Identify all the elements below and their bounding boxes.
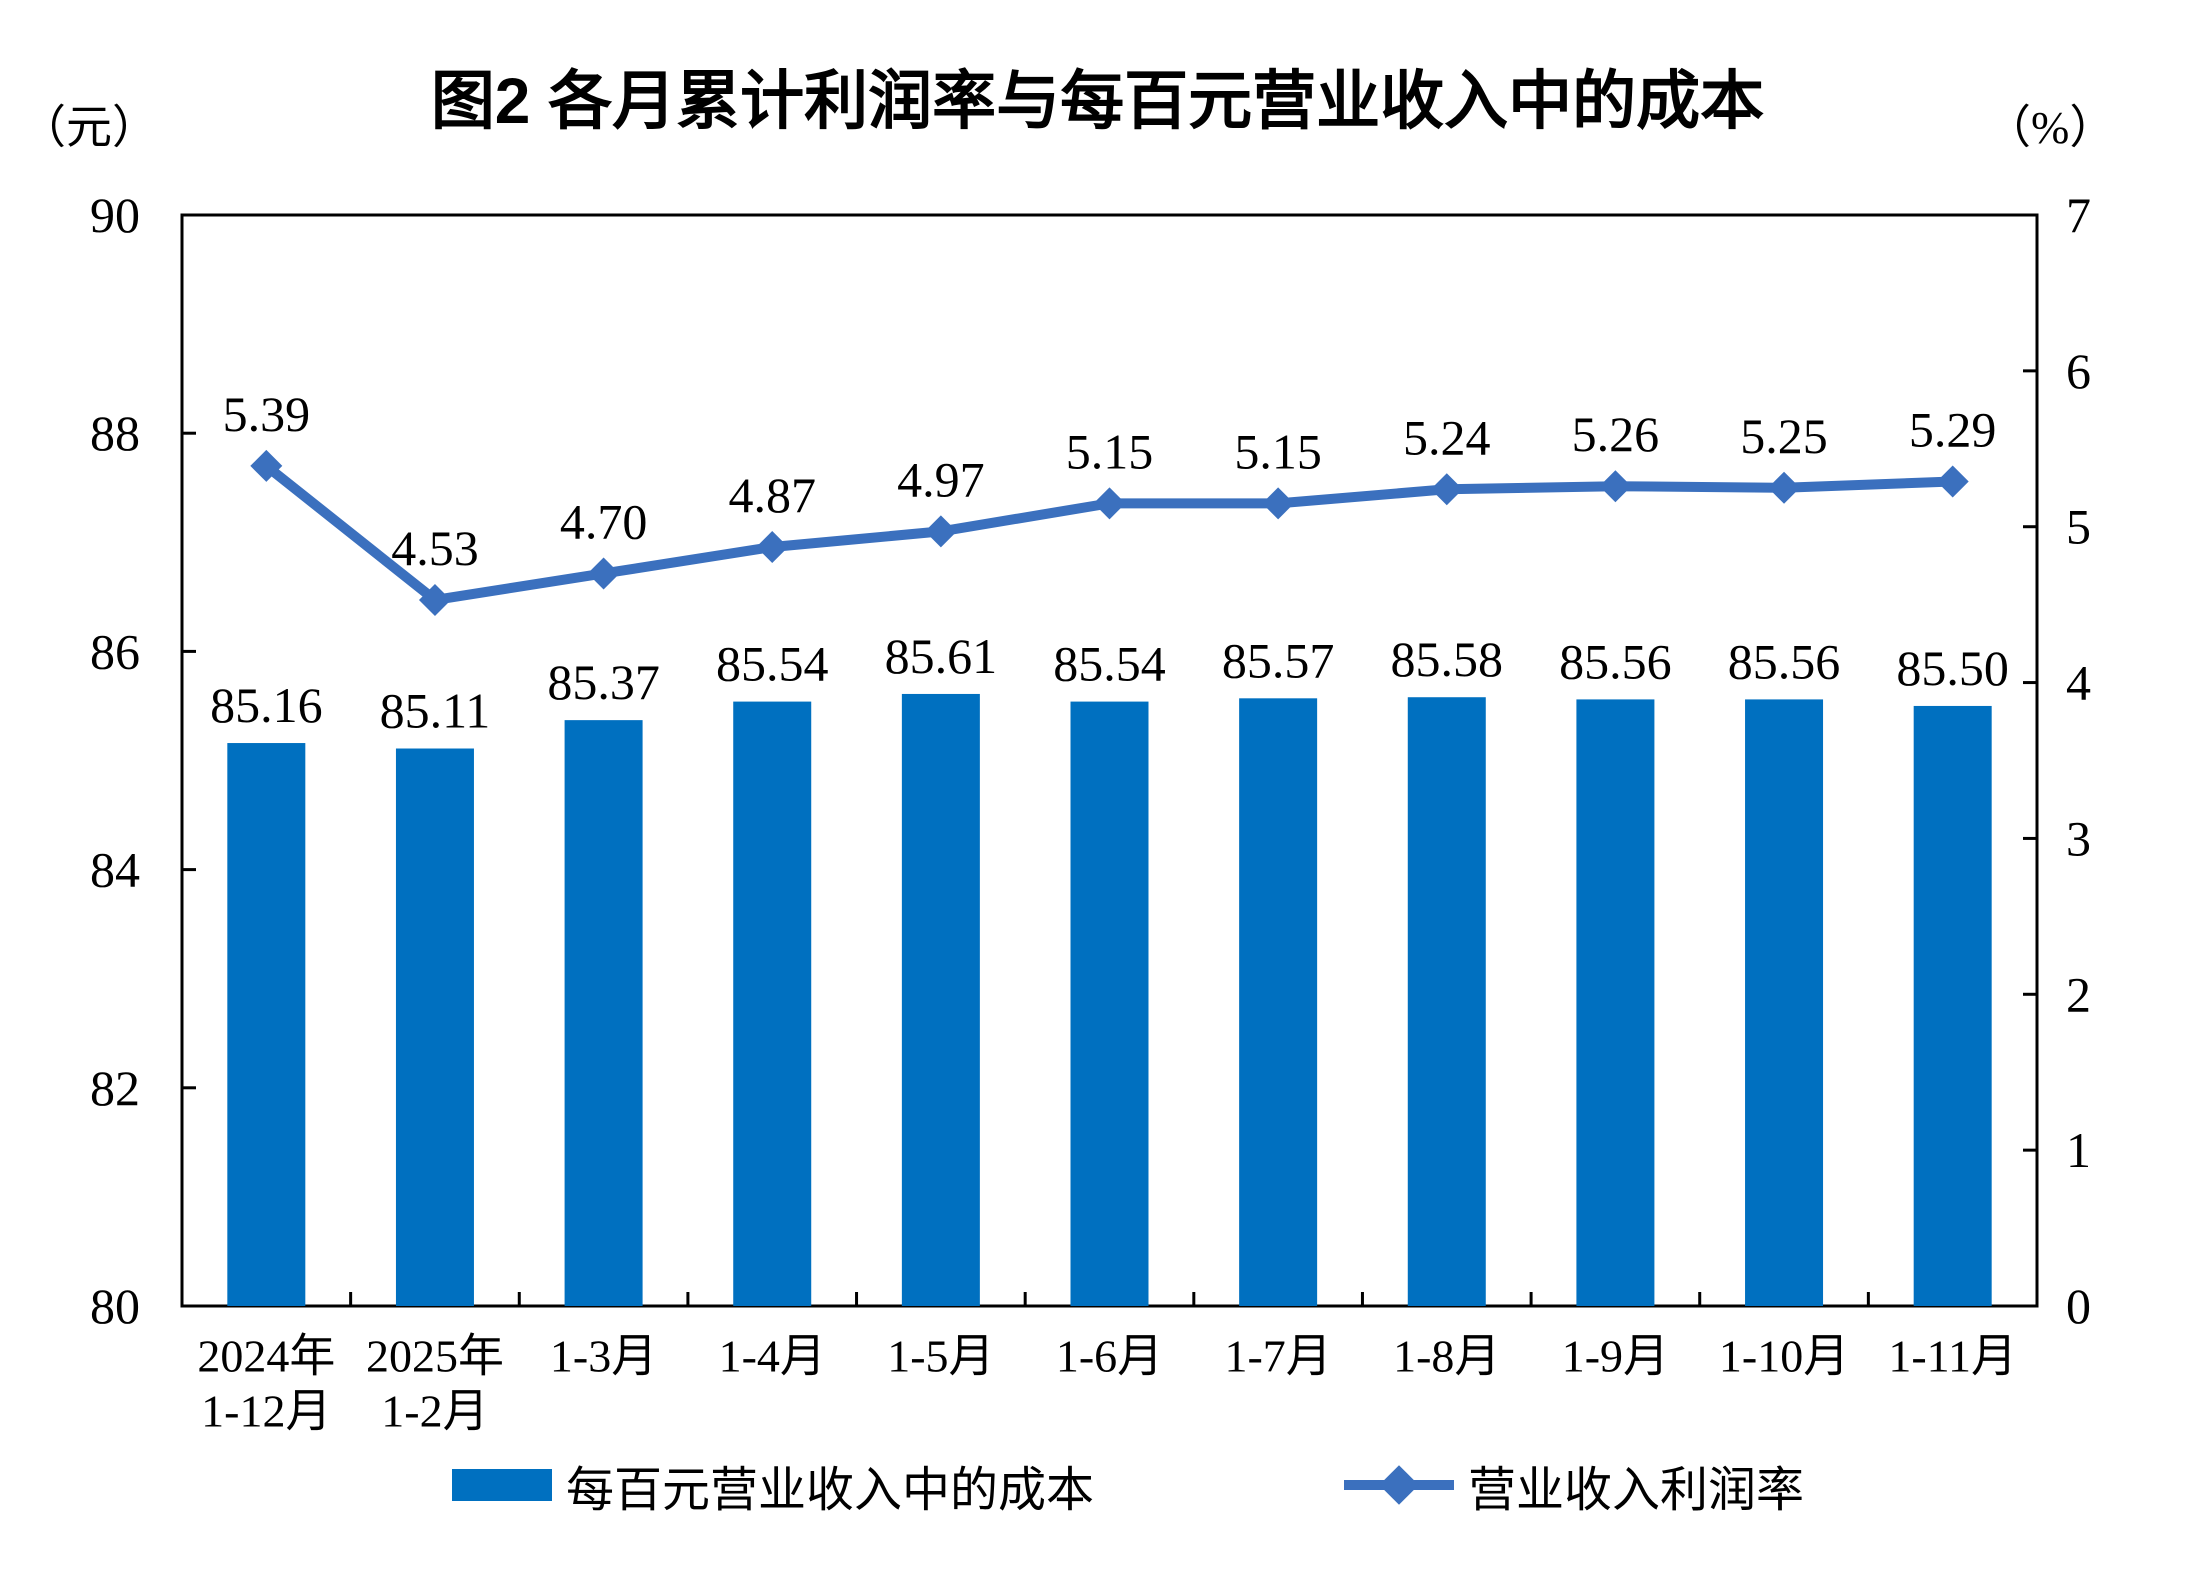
bar-value-label: 85.57 xyxy=(1222,632,1335,688)
bar-value-label: 85.54 xyxy=(716,636,829,692)
diamond-marker-icon xyxy=(1430,473,1463,506)
line-value-label: 4.87 xyxy=(728,467,816,523)
x-axis-category-label: 1-3月 xyxy=(550,1331,657,1382)
diamond-marker-icon xyxy=(1262,487,1295,520)
bar-value-label: 85.58 xyxy=(1391,631,1504,687)
bar xyxy=(1070,701,1149,1306)
line-value-label: 5.29 xyxy=(1909,402,1997,458)
diamond-marker-icon xyxy=(924,515,957,548)
left-axis-tick-label: 88 xyxy=(90,405,140,461)
line-value-label: 5.26 xyxy=(1572,406,1660,462)
right-axis-tick-label: 0 xyxy=(2066,1278,2091,1334)
left-axis-tick-label: 90 xyxy=(90,187,140,243)
diamond-marker-icon xyxy=(1768,471,1801,504)
left-axis-tick-label: 80 xyxy=(90,1278,140,1334)
x-axis xyxy=(349,1292,1870,1306)
diamond-marker-icon xyxy=(587,557,620,590)
legend-item-cost: 每百元营业收入中的成本 xyxy=(452,1450,1094,1520)
right-axis-tick-label: 2 xyxy=(2066,966,2091,1022)
diamond-marker-icon xyxy=(1093,487,1126,520)
right-axis-unit-label: （%） xyxy=(1985,102,2116,153)
bar-value-label: 85.61 xyxy=(885,628,998,684)
bar-value-label: 85.54 xyxy=(1053,636,1166,692)
x-axis-category-label: 2025年 xyxy=(366,1331,504,1382)
line-series-marker-icon xyxy=(1344,1465,1455,1505)
x-axis-category-label: 1-7月 xyxy=(1224,1331,1331,1382)
bar xyxy=(1239,698,1318,1306)
right-axis-tick-label: 7 xyxy=(2066,187,2091,243)
bar xyxy=(564,720,643,1306)
left-axis-tick-label: 82 xyxy=(90,1060,140,1116)
chart-title: 图2 各月累计利润率与每百元营业收入中的成本 xyxy=(430,65,1765,137)
x-axis-category-label: 1-2月 xyxy=(381,1386,488,1437)
bar xyxy=(1576,699,1655,1306)
x-axis-category-label: 1-4月 xyxy=(719,1331,826,1382)
diamond-marker-icon xyxy=(756,530,789,563)
right-axis-tick-label: 5 xyxy=(2066,499,2091,555)
x-axis-category-label: 1-9月 xyxy=(1562,1331,1669,1382)
line-value-label: 5.15 xyxy=(1066,423,1154,479)
diamond-marker-icon xyxy=(418,583,451,616)
line-value-label: 5.15 xyxy=(1234,423,1322,479)
profit-rate-line xyxy=(263,462,1953,606)
legend-label-profit: 营业收入利润率 xyxy=(1468,1464,1805,1517)
line-value-label: 4.97 xyxy=(897,451,985,507)
line-series: 5.39 4.53 4.70 4.87 4.97 5.15 5.15 5.24 5.26 5.25… xyxy=(223,386,1997,616)
diamond-marker-icon xyxy=(1599,470,1632,503)
chart-legend: 每百元营业收入中的成本 营业收入利润率 xyxy=(452,1450,1804,1520)
left-axis-unit-label: （元） xyxy=(20,102,158,153)
line-value-label: 4.53 xyxy=(391,520,479,576)
line-value-label: 5.24 xyxy=(1403,409,1491,465)
bar-value-label: 85.56 xyxy=(1728,633,1841,689)
line-value-label: 5.25 xyxy=(1740,408,1828,464)
bar-series: 85.16 85.11 85.37 85.54 85.61 85.54 85.57 85.58… xyxy=(210,628,2009,1306)
bar-series-swatch-icon xyxy=(452,1469,552,1501)
bar xyxy=(1913,705,1992,1306)
bar xyxy=(227,743,306,1306)
bar-value-label: 85.56 xyxy=(1559,633,1672,689)
x-axis-category-label: 1-10月 xyxy=(1719,1331,1849,1382)
bar xyxy=(395,748,474,1306)
x-axis-category-label: 1-5月 xyxy=(887,1331,994,1382)
bar-value-label: 85.37 xyxy=(547,654,660,710)
legend-label-cost: 每百元营业收入中的成本 xyxy=(566,1464,1095,1517)
left-axis-tick-label: 84 xyxy=(90,842,140,898)
x-axis-category-label: 2024年 xyxy=(197,1331,335,1382)
line-value-label: 5.39 xyxy=(223,386,311,442)
right-axis-tick-label: 6 xyxy=(2066,343,2091,399)
line-value-label: 4.70 xyxy=(560,493,648,549)
bar xyxy=(733,701,812,1306)
bar-value-label: 85.16 xyxy=(210,677,323,733)
left-axis: 80 82 84 86 88 90 xyxy=(90,187,196,1334)
right-axis: 0 1 2 3 4 5 6 7 xyxy=(2023,187,2091,1334)
diamond-marker-icon xyxy=(250,449,283,482)
right-axis-tick-label: 3 xyxy=(2066,810,2091,866)
bar xyxy=(1407,697,1486,1306)
bar-value-label: 85.11 xyxy=(380,682,491,738)
right-axis-tick-label: 4 xyxy=(2066,655,2091,711)
bar xyxy=(901,693,980,1306)
x-axis-category-label: 1-8月 xyxy=(1393,1331,1500,1382)
bar-value-label: 85.50 xyxy=(1896,640,2009,696)
legend-diamond-icon xyxy=(1379,1465,1419,1505)
x-axis-category-label: 1-11月 xyxy=(1888,1331,2017,1382)
left-axis-tick-label: 86 xyxy=(90,623,140,679)
diamond-marker-icon xyxy=(1936,465,1969,498)
legend-item-profit: 营业收入利润率 xyxy=(1344,1450,1804,1520)
right-axis-tick-label: 1 xyxy=(2066,1122,2091,1178)
x-axis-category-label: 1-12月 xyxy=(201,1386,331,1437)
x-axis-category-label: 1-6月 xyxy=(1056,1331,1163,1382)
bar xyxy=(1745,699,1824,1306)
